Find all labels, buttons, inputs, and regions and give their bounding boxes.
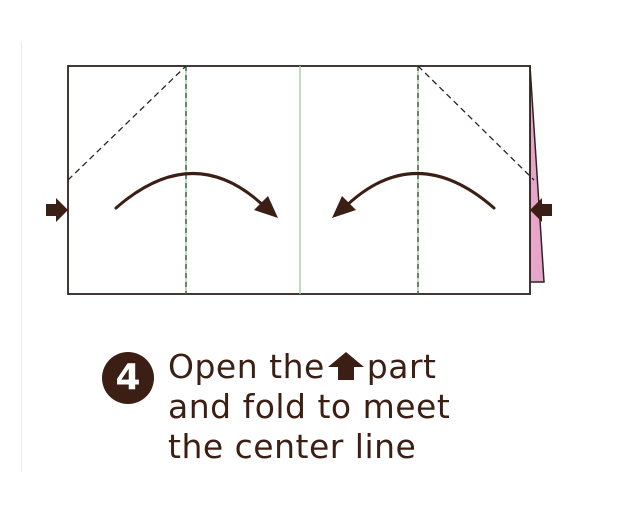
step-line-2: and fold to meet: [168, 387, 451, 426]
step-text: Open the part and fold to meet the center…: [168, 347, 450, 467]
step-instruction: 4 Open the part and fold to meet the cent…: [102, 347, 602, 477]
step-line-1: Open the part: [168, 347, 450, 387]
right-diagonal-crease: [417, 65, 535, 181]
curved-arrow-right-icon: [114, 172, 278, 218]
pink-inner-layer: [529, 65, 545, 283]
up-arrow-icon: [327, 352, 364, 380]
arrow-left-icon: [530, 198, 552, 222]
curved-arrow-left-icon: [332, 172, 496, 218]
step-number-badge: 4: [102, 352, 154, 404]
left-diagonal-crease: [67, 65, 187, 181]
page-margin-line: [21, 42, 22, 472]
step-line-3: the center line: [168, 427, 417, 466]
paper-sheet: [67, 65, 531, 295]
arrow-right-icon: [46, 198, 68, 222]
step-line-1-end: part: [366, 347, 437, 386]
step-line-1-start: Open the: [168, 347, 325, 386]
fold-diagram: [46, 65, 552, 295]
